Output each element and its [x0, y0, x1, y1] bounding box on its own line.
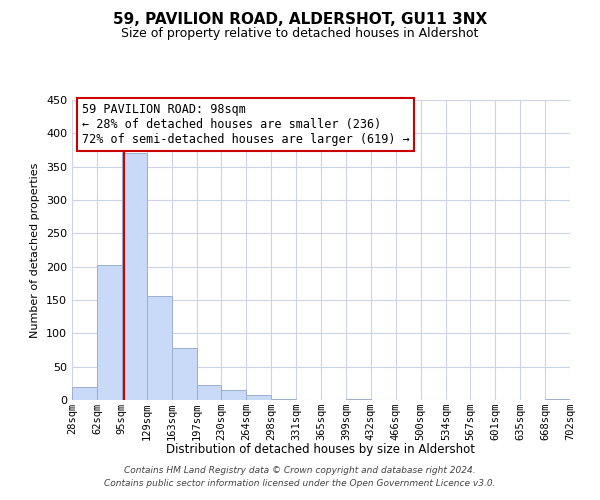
Bar: [122, 154, 146, 400]
Bar: [197, 386, 221, 400]
Text: Distribution of detached houses by size in Aldershot: Distribution of detached houses by size …: [167, 442, 476, 456]
Y-axis label: Number of detached properties: Number of detached properties: [31, 162, 40, 338]
Text: 59, PAVILION ROAD, ALDERSHOT, GU11 3NX: 59, PAVILION ROAD, ALDERSHOT, GU11 3NX: [113, 12, 487, 28]
Bar: [247, 394, 271, 400]
Bar: [172, 348, 197, 400]
Bar: [221, 390, 247, 400]
Text: Contains HM Land Registry data © Crown copyright and database right 2024.
Contai: Contains HM Land Registry data © Crown c…: [104, 466, 496, 487]
Bar: [545, 398, 570, 400]
Text: 59 PAVILION ROAD: 98sqm
← 28% of detached houses are smaller (236)
72% of semi-d: 59 PAVILION ROAD: 98sqm ← 28% of detache…: [82, 103, 410, 146]
Bar: [97, 264, 122, 400]
Text: Size of property relative to detached houses in Aldershot: Size of property relative to detached ho…: [121, 28, 479, 40]
Bar: [146, 296, 172, 400]
Bar: [72, 386, 97, 400]
